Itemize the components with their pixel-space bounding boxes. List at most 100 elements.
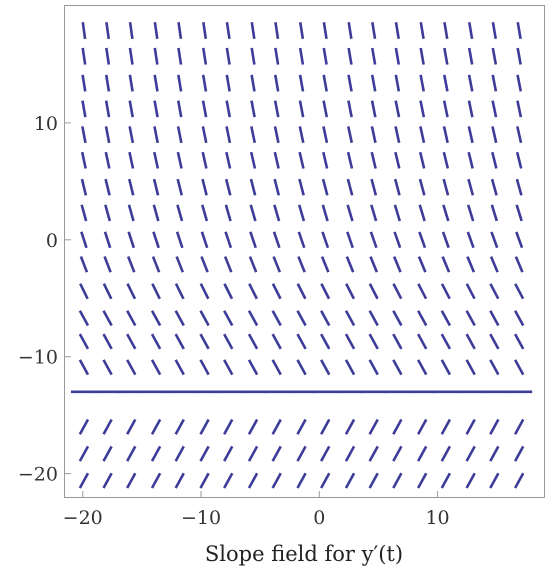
slope-segment (491, 126, 498, 144)
slope-segment (273, 204, 281, 222)
slope-segment (78, 445, 90, 462)
slope-segment (225, 22, 231, 40)
slope-segment (81, 126, 87, 144)
slope-segment (102, 310, 113, 327)
slope-segment (201, 204, 209, 222)
slope-segment (298, 178, 305, 196)
slope-segment (150, 472, 162, 489)
slope-segment (371, 22, 377, 40)
slope-segment (392, 472, 403, 489)
slope-segment (440, 333, 452, 350)
slope-segment (418, 204, 426, 222)
slope-segment (344, 445, 356, 462)
slope-segment (104, 74, 111, 92)
slope-segment (440, 445, 452, 462)
slope-segment (393, 204, 402, 222)
slope-segment (419, 74, 426, 92)
slope-segment (153, 47, 159, 65)
slope-segment (199, 472, 210, 489)
slope-segment (152, 231, 160, 249)
slope-segment (296, 333, 307, 350)
slope-segment (419, 126, 426, 144)
slope-segment (320, 445, 331, 462)
slope-segment (443, 47, 449, 65)
slope-segment (392, 418, 403, 435)
slope-segment (274, 47, 280, 65)
slope-segment (150, 445, 162, 462)
slope-segment (513, 445, 525, 462)
slope-segment (419, 47, 425, 65)
y-axis-ticks: −20 −10 0 10 (18, 113, 71, 486)
slope-segment (489, 310, 500, 327)
slope-segment (491, 47, 498, 65)
slope-segment (298, 151, 305, 169)
slope-segment (126, 445, 137, 462)
slope-segment (442, 151, 450, 169)
slope-segment (466, 256, 476, 273)
slope-segment (78, 310, 90, 327)
slope-segment (126, 310, 137, 327)
slope-segment (273, 100, 280, 118)
slope-segment (104, 126, 111, 144)
slope-segment (322, 100, 329, 118)
slope-segment (247, 333, 259, 350)
slope-segment (199, 418, 210, 435)
slope-segment (321, 204, 329, 222)
slope-segment (199, 283, 210, 300)
slope-segment (247, 359, 259, 376)
x-tick-label: −20 (63, 507, 103, 529)
slope-segment (250, 100, 256, 118)
slope-segment (104, 100, 111, 118)
slope-segment (177, 47, 183, 65)
slope-segment (467, 100, 474, 118)
slope-segment (296, 472, 307, 489)
slope-segment (200, 256, 209, 273)
slope-segment (104, 151, 111, 169)
slope-segment (417, 256, 427, 273)
slope-segment (441, 231, 450, 249)
slope-segment (515, 231, 524, 249)
slope-segments (70, 22, 533, 489)
slope-segment (78, 472, 90, 489)
slope-segment (516, 22, 522, 40)
slope-segment (223, 418, 234, 435)
slope-segment (394, 126, 401, 144)
slope-segment (513, 472, 525, 489)
slope-segment (201, 178, 208, 196)
slope-segment (370, 74, 377, 92)
slope-segment (418, 151, 426, 169)
slope-segment (370, 47, 377, 65)
slope-segment (202, 22, 208, 40)
slope-segment (274, 22, 280, 40)
slope-segment (516, 126, 523, 144)
slope-segment (201, 126, 208, 144)
slope-segment (201, 100, 208, 118)
slope-segment (271, 310, 282, 327)
slope-segment (467, 47, 474, 65)
slope-segment (368, 418, 379, 435)
slope-segment (345, 256, 355, 273)
x-tick-label: −10 (181, 507, 221, 529)
slope-segment (174, 472, 185, 489)
slope-segment (81, 47, 87, 65)
slope-segment (150, 359, 162, 376)
slope-segment (515, 178, 523, 196)
slope-segment (347, 74, 353, 92)
slope-segment (440, 418, 452, 435)
slope-segment (174, 445, 185, 462)
slope-segment (370, 100, 377, 118)
slope-segment (176, 151, 183, 169)
slope-segment (250, 74, 256, 92)
slope-segment (80, 231, 88, 249)
slope-segment (320, 333, 331, 350)
slope-segment (368, 310, 379, 327)
slope-segment (513, 333, 525, 350)
slope-segment (201, 74, 208, 92)
slope-segment (370, 178, 378, 196)
slope-segment (80, 204, 88, 222)
slope-segment (442, 74, 449, 92)
slope-segment (490, 231, 499, 249)
slope-segment (199, 445, 210, 462)
slope-segment (298, 22, 305, 40)
